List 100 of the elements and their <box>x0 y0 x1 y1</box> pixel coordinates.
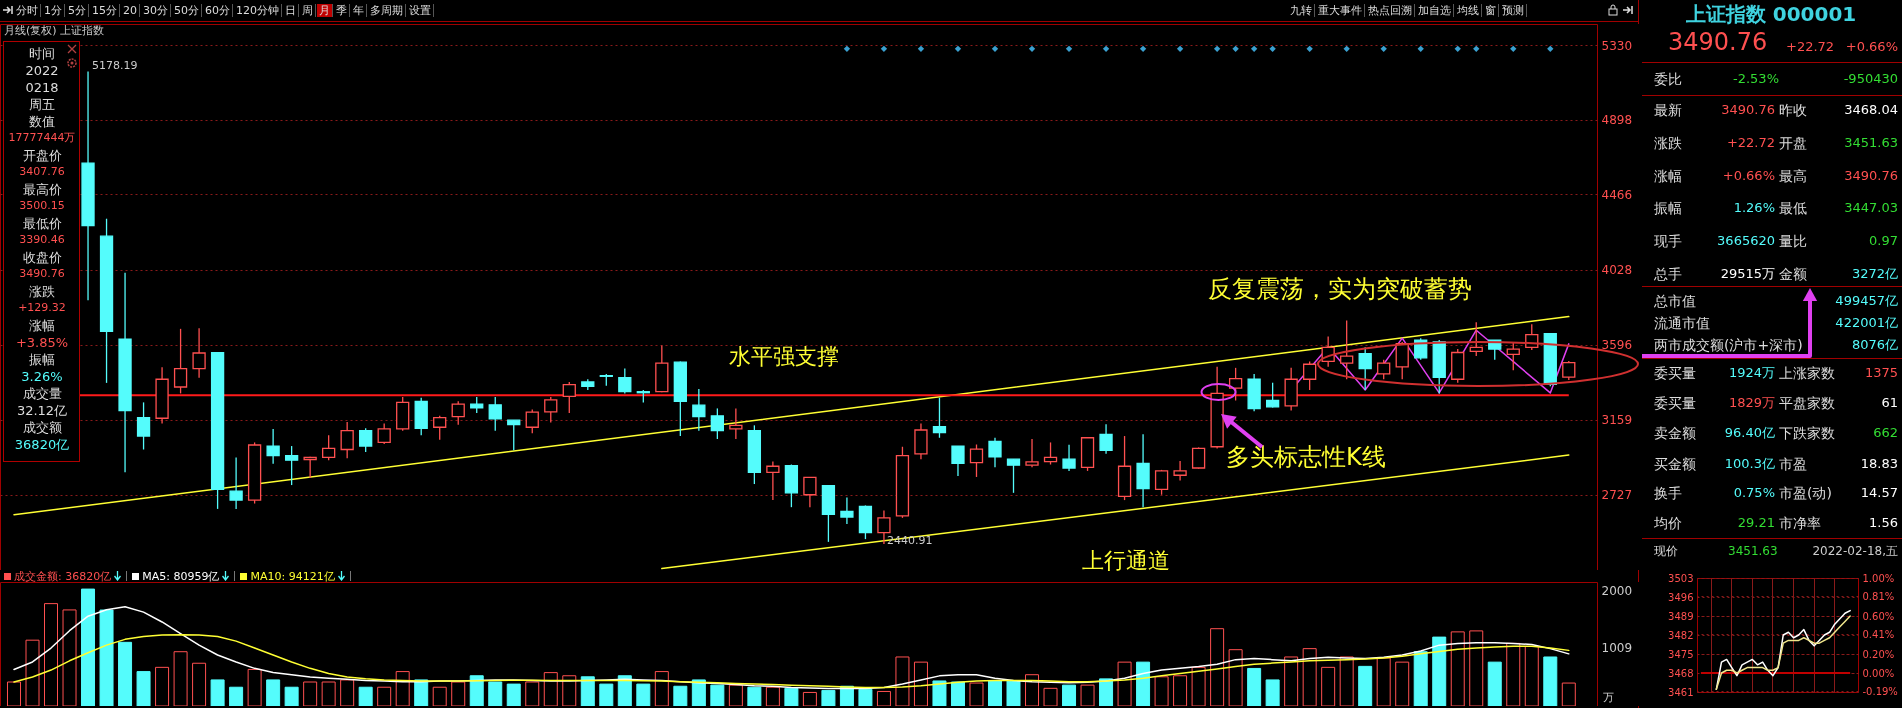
bar <box>691 679 706 706</box>
bar <box>1062 684 1077 706</box>
candlestick <box>136 401 151 451</box>
text: 最新 <box>1654 102 1682 118</box>
text: 3490.76 <box>1668 28 1768 56</box>
text: 29.21 <box>1737 515 1775 530</box>
annotation: 最低价 <box>21 216 63 231</box>
candlestick <box>1340 319 1354 380</box>
text: 18.83 <box>1860 456 1898 471</box>
candlestick <box>266 428 280 465</box>
text: 0.97 <box>1869 233 1898 248</box>
annotation: 成交额 <box>21 420 63 435</box>
bar <box>821 689 836 706</box>
annotation: 32.12亿 <box>15 403 69 418</box>
text: 3451.63 <box>1844 135 1898 150</box>
y-tick-label: 3482 <box>1668 629 1694 641</box>
text: 3665620 <box>1717 233 1775 248</box>
text: 委买量 <box>1654 365 1696 381</box>
annotation: 成交量 <box>21 386 63 401</box>
text: 金额 <box>1779 266 1807 282</box>
text: 开盘 <box>1779 135 1807 151</box>
y-tick-label: 2000 <box>1601 583 1633 598</box>
text: 3451.63 <box>1728 544 1778 558</box>
text: 3490.76 <box>1844 168 1898 183</box>
candlestick <box>284 445 299 486</box>
text: 最低 <box>1779 200 1807 216</box>
annotation: 3500.15 <box>18 199 66 212</box>
bar <box>488 681 503 706</box>
candlestick <box>525 408 539 434</box>
bar <box>932 680 947 706</box>
text: 换手 <box>1654 485 1682 501</box>
y2-tick-label: -0.19% <box>1862 685 1898 697</box>
text: 分时 <box>14 4 41 17</box>
text: 两市成交额(沪市+深市) <box>1654 337 1803 353</box>
candlestick <box>1191 446 1206 470</box>
bar <box>414 679 429 706</box>
y-tick-label: 4466 <box>1601 187 1633 202</box>
bar <box>673 685 688 706</box>
text: 涨跌 <box>1654 135 1682 151</box>
text: 市净率 <box>1779 515 1821 531</box>
y-tick-label: 3159 <box>1601 413 1633 428</box>
candlestick <box>1358 346 1372 391</box>
text: 窗 <box>1483 4 1499 17</box>
text: 14.57 <box>1860 485 1898 500</box>
candlestick <box>1043 441 1058 466</box>
text: 1829万 <box>1728 395 1775 410</box>
text: -950430 <box>1843 71 1898 86</box>
text: 委买量 <box>1654 395 1696 411</box>
text: 现价 <box>1654 544 1678 558</box>
candlestick <box>544 396 558 424</box>
text: 30分 <box>141 4 171 17</box>
annotation: 2022 <box>25 63 59 78</box>
bar <box>136 671 151 706</box>
bar <box>1006 680 1021 706</box>
text: 1375 <box>1864 365 1898 380</box>
text: 市盈(动) <box>1779 485 1832 501</box>
bar <box>210 679 225 706</box>
candlestick <box>1099 423 1113 455</box>
bar <box>988 680 1002 706</box>
bar <box>99 609 114 706</box>
text: 8076亿 <box>1851 337 1898 352</box>
candlestick <box>1062 444 1076 472</box>
bar <box>617 675 632 706</box>
text: 422001亿 <box>1835 315 1898 330</box>
candlestick <box>1154 469 1169 496</box>
text: 热点回溯 <box>1366 4 1415 17</box>
text: 3272亿 <box>1851 266 1898 281</box>
candlestick <box>173 328 188 395</box>
annotation: 0218 <box>24 80 60 95</box>
candlestick <box>766 460 780 501</box>
text: +0.66% <box>1722 168 1775 183</box>
text: 设置 <box>407 4 434 17</box>
text: 多周期 <box>368 4 406 17</box>
text: 月 <box>317 4 333 17</box>
annotation: +3.85% <box>14 335 70 350</box>
y2-tick-label: 0.60% <box>1862 610 1895 622</box>
candlestick <box>192 327 206 379</box>
text: 总手 <box>1654 266 1682 282</box>
annotation: 开盘价 <box>21 148 63 163</box>
text: +0.66% <box>1845 39 1898 54</box>
annotation: 2440.91 <box>887 534 933 547</box>
candlestick <box>1303 360 1317 391</box>
annotation: 多头标志性K线 <box>1226 443 1386 471</box>
bar <box>784 687 799 706</box>
bar <box>710 684 725 706</box>
candlestick <box>932 397 947 439</box>
bar <box>580 676 595 706</box>
candlestick <box>969 443 984 478</box>
annotation: 3390.46 <box>18 233 66 246</box>
bar <box>747 686 762 706</box>
text: 61 <box>1881 395 1898 410</box>
annotation: 3407.76 <box>18 165 66 178</box>
text: 1924万 <box>1728 365 1775 380</box>
candlestick <box>803 476 817 508</box>
text: 买金额 <box>1654 456 1696 472</box>
annotation: +129.32 <box>17 301 67 314</box>
annotation: 涨跌 <box>28 284 56 299</box>
candlestick <box>562 381 576 414</box>
text: 100.3亿 <box>1724 456 1775 471</box>
candlestick <box>1173 460 1187 482</box>
